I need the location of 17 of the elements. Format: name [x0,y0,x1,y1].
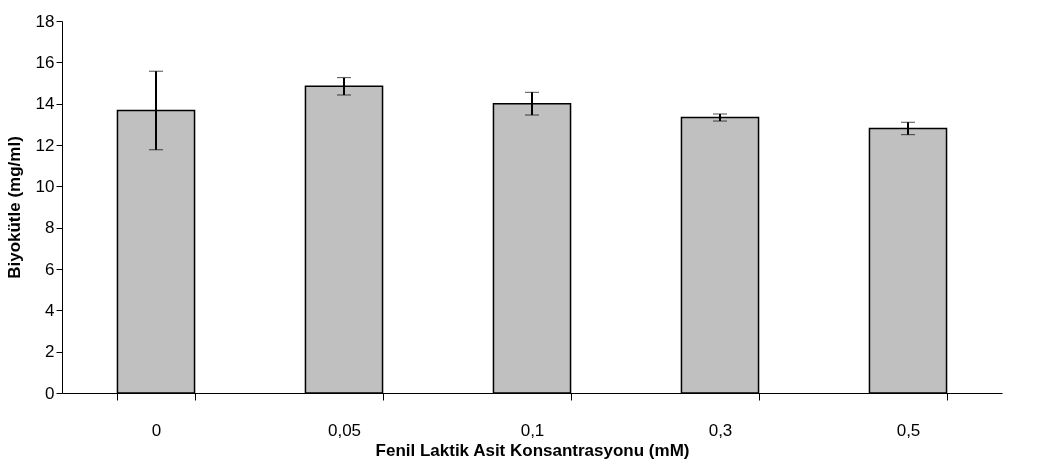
y-tick-label: 6 [45,259,55,279]
x-tick-label: 0 [151,420,162,440]
x-tick-label: 0,5 [896,420,921,440]
y-tick-label: 16 [35,52,55,72]
y-tick-label: 2 [45,342,55,362]
x-axis-title: Fenil Laktik Asit Konsantrasyonu (mM) [375,440,690,460]
x-tick-label: 0,1 [520,420,545,440]
y-tick-label: 4 [45,300,55,320]
x-tick-label: 0,05 [327,420,362,440]
y-tick-label: 18 [35,11,55,31]
y-tick-label: 12 [35,135,55,155]
y-tick-label: 0 [45,383,55,403]
x-tick-label: 0,3 [708,420,733,440]
y-tick-label: 10 [35,176,55,196]
y-tick-label: 8 [45,218,55,238]
y-tick-label: 14 [35,94,55,114]
y-axis-title: Biyokütle (mg/ml) [4,136,24,279]
